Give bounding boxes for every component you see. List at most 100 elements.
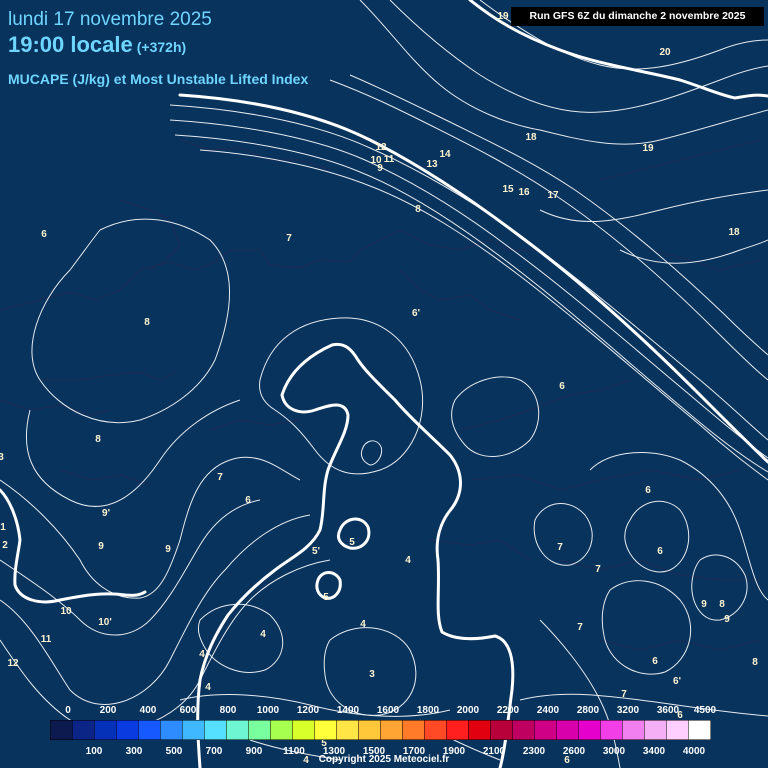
scale-top-label: 600 bbox=[179, 705, 197, 716]
scale-top-label: 1600 bbox=[376, 705, 400, 716]
contour-label: 6 bbox=[645, 485, 651, 496]
contour-label: 6 bbox=[657, 546, 663, 557]
contour-label: 6' bbox=[673, 676, 681, 687]
contour-label: 14 bbox=[439, 149, 451, 160]
scale-swatch bbox=[248, 720, 271, 740]
contour-label: 7 bbox=[577, 622, 583, 633]
contour-label: 8 bbox=[144, 317, 150, 328]
contour-label: 12 bbox=[375, 142, 387, 153]
scale-bottom-label: 100 bbox=[85, 746, 103, 757]
forecast-time-value: 19:00 locale bbox=[8, 32, 133, 57]
contour-label: 18 bbox=[728, 227, 740, 238]
forecast-time: 19:00 locale (+372h) bbox=[8, 33, 186, 59]
contour-label: 9' bbox=[102, 508, 110, 519]
contour-label: 5' bbox=[312, 546, 320, 557]
contour-label: 13 bbox=[426, 159, 438, 170]
contour-label: 7 bbox=[621, 689, 627, 700]
scale-swatch bbox=[292, 720, 315, 740]
scale-bottom-label: 4000 bbox=[682, 746, 706, 757]
contour-label: 6 bbox=[41, 229, 47, 240]
scale-bottom-label: 1300 bbox=[322, 746, 346, 757]
scale-top-label: 1000 bbox=[256, 705, 280, 716]
scale-bottom-label: 900 bbox=[245, 746, 263, 757]
contour-label: 10 bbox=[370, 155, 382, 166]
scale-top-label: 2200 bbox=[496, 705, 520, 716]
scale-swatch bbox=[380, 720, 403, 740]
scale-swatch bbox=[512, 720, 535, 740]
contour-label: 5 bbox=[349, 537, 355, 548]
scale-bottom-label: 300 bbox=[125, 746, 143, 757]
contour-label: 20 bbox=[659, 47, 671, 58]
contour-label: 17 bbox=[547, 190, 559, 201]
contour-label: 9 bbox=[165, 544, 171, 555]
contour-label: 10 bbox=[60, 606, 72, 617]
scale-bottom-label: 1100 bbox=[283, 746, 305, 757]
scale-swatch bbox=[50, 720, 73, 740]
contour-label: 16 bbox=[518, 187, 530, 198]
scale-swatch bbox=[182, 720, 205, 740]
scale-swatch bbox=[556, 720, 579, 740]
scale-bottom-label: 2300 bbox=[522, 746, 546, 757]
contour-label: 15 bbox=[502, 184, 514, 195]
scale-bottom-label: 1500 bbox=[362, 746, 386, 757]
contour-label: 18 bbox=[525, 132, 537, 143]
contour-label: 8 bbox=[95, 434, 101, 445]
map-subtitle: MUCAPE (J/kg) et Most Unstable Lifted In… bbox=[8, 71, 309, 87]
scale-swatch bbox=[490, 720, 513, 740]
scale-swatch bbox=[94, 720, 117, 740]
scale-swatch bbox=[622, 720, 645, 740]
contour-label: 6 bbox=[652, 656, 658, 667]
contour-label: 9 bbox=[98, 541, 104, 552]
contour-label: 12 bbox=[7, 658, 19, 669]
forecast-offset: (+372h) bbox=[136, 39, 187, 55]
scale-bottom-label: 500 bbox=[165, 746, 183, 757]
scale-bottom-label: 2600 bbox=[562, 746, 586, 757]
scale-swatch bbox=[358, 720, 381, 740]
contour-label: 4 bbox=[199, 649, 205, 660]
scale-bottom-label: 2100 bbox=[482, 746, 506, 757]
contour-label: 4 bbox=[205, 682, 211, 693]
scale-top-label: 3200 bbox=[616, 705, 640, 716]
contour-label: 9 bbox=[701, 599, 707, 610]
contour-label: 8 bbox=[415, 204, 421, 215]
contour-label: 11 bbox=[384, 154, 395, 165]
scale-swatch bbox=[644, 720, 667, 740]
contour-label: 5 bbox=[321, 738, 327, 749]
contour-label: 4 bbox=[260, 629, 266, 640]
contour-label: 2 bbox=[2, 540, 8, 551]
contour-label: 9 bbox=[724, 614, 730, 625]
contour-label: 6 bbox=[564, 755, 570, 766]
scale-top-label: 2000 bbox=[456, 705, 480, 716]
scale-bottom-label: 3000 bbox=[602, 746, 626, 757]
scale-top-label: 400 bbox=[139, 705, 157, 716]
contour-label: 5 bbox=[323, 592, 329, 603]
scale-swatch bbox=[116, 720, 139, 740]
contour-label: 3 bbox=[0, 452, 4, 463]
scale-swatch bbox=[534, 720, 557, 740]
scale-bottom-label: 1700 bbox=[402, 746, 426, 757]
scale-top-label: 1800 bbox=[416, 705, 440, 716]
contour-label: 7 bbox=[595, 564, 601, 575]
contour-label: 4 bbox=[303, 755, 309, 766]
run-info-box: Run GFS 6Z du dimanche 2 novembre 2025 bbox=[511, 7, 764, 26]
scale-top-label: 3600 bbox=[656, 705, 680, 716]
forecast-date: lundi 17 novembre 2025 bbox=[8, 9, 212, 30]
scale-swatch bbox=[204, 720, 227, 740]
contour-label: 7 bbox=[217, 472, 223, 483]
scale-swatch bbox=[138, 720, 161, 740]
scale-top-label: 1400 bbox=[336, 705, 360, 716]
contour-label: 6 bbox=[559, 381, 565, 392]
contour-label: 19 bbox=[497, 11, 509, 22]
scale-top-label: 0 bbox=[65, 705, 71, 716]
scale-swatch bbox=[226, 720, 249, 740]
contour-label: 1 bbox=[0, 522, 6, 533]
contour-label: 6 bbox=[677, 710, 683, 721]
coastlines bbox=[0, 139, 761, 651]
scale-top-label: 2400 bbox=[536, 705, 560, 716]
contour-label: 7 bbox=[286, 233, 292, 244]
contour-label: 3 bbox=[369, 669, 375, 680]
